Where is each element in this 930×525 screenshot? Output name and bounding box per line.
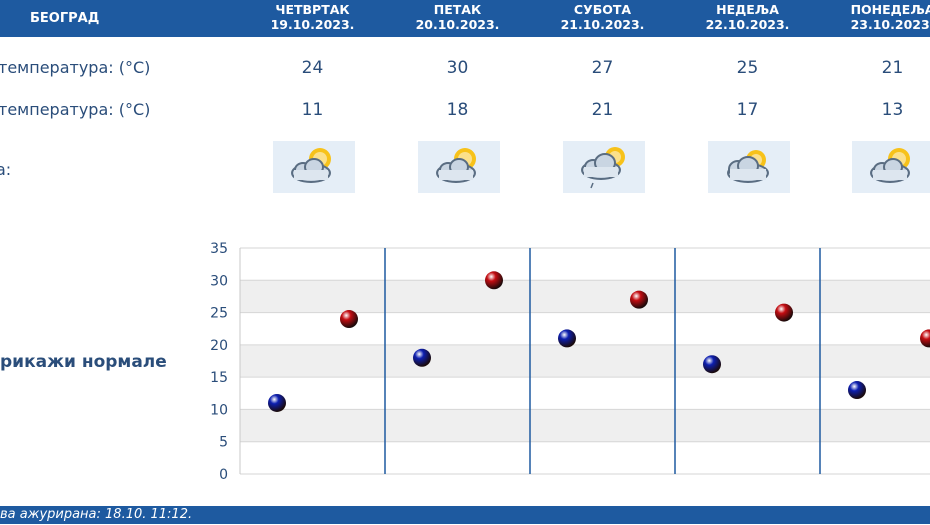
min-temp-point <box>558 329 576 348</box>
grid-band <box>240 344 930 378</box>
day-header-2: ПЕТАК 20.10.2023. <box>385 2 530 32</box>
last-updated-text: ва ажурирана: 18.10. 11:12. <box>0 507 193 522</box>
day-header-1: ЧЕТВРТАК 19.10.2023. <box>240 2 385 32</box>
y-tick-label: 10 <box>210 402 228 418</box>
temperature-chart: 0 5 10 15 20 25 30 35 <box>210 241 930 483</box>
min-temp-value: 17 <box>736 100 759 120</box>
min-temp-value: 21 <box>591 100 614 120</box>
show-normals-link[interactable]: рикажи нормале <box>0 352 167 372</box>
forecast-header: БЕОГРАД ЧЕТВРТАК 19.10.2023. ПЕТАК 20.10… <box>0 0 930 37</box>
day-date: 22.10.2023. <box>705 17 790 32</box>
day-name: ПОНЕДЕЉА <box>850 2 930 17</box>
day-date: 23.10.2023. <box>850 17 930 32</box>
day-name: НЕДЕЉА <box>716 2 779 17</box>
day-header-4: НЕДЕЉА 22.10.2023. <box>675 2 820 32</box>
partly-cloudy-sun-icon <box>418 141 500 193</box>
min-temp-point <box>268 393 286 412</box>
y-tick-label: 20 <box>210 338 228 354</box>
weather-label: а: <box>0 160 12 179</box>
city-name: БЕОГРАД <box>30 11 100 26</box>
day-name: СУБОТА <box>573 2 632 17</box>
day-name: ПЕТАК <box>433 2 482 17</box>
y-tick-label: 0 <box>219 467 228 483</box>
min-temp-value: 13 <box>881 100 904 120</box>
day-header-5: ПОНЕДЕЉА 23.10.2023. <box>820 2 930 32</box>
max-temp-label: температура: (°C) <box>0 58 151 77</box>
max-temp-value: 21 <box>881 58 904 78</box>
day-header-3: СУБОТА 21.10.2023. <box>530 2 675 32</box>
day-date: 19.10.2023. <box>270 17 355 32</box>
max-temp-point <box>340 310 358 329</box>
max-temp-point <box>775 303 793 322</box>
max-temp-value: 27 <box>591 58 614 78</box>
y-tick-label: 25 <box>210 306 228 322</box>
min-temp-point <box>413 348 431 367</box>
min-temp-point <box>848 381 866 400</box>
y-tick-label: 5 <box>219 435 228 451</box>
max-temp-point <box>630 290 648 309</box>
min-temp-value: 18 <box>446 100 469 120</box>
y-tick-label: 35 <box>210 241 228 257</box>
max-temp-value: 24 <box>301 58 324 78</box>
cloudy-sun-icon <box>708 141 790 193</box>
max-temp-value: 25 <box>736 58 759 78</box>
day-date: 20.10.2023. <box>415 17 500 32</box>
min-temp-label: температура: (°C) <box>0 100 151 119</box>
y-tick-label: 15 <box>210 370 228 386</box>
min-temp-value: 11 <box>301 100 324 120</box>
partly-cloudy-sun-icon <box>273 141 355 193</box>
y-tick-label: 30 <box>210 273 228 289</box>
grid-band <box>240 409 930 442</box>
max-temp-point <box>920 329 930 348</box>
day-date: 21.10.2023. <box>560 17 645 32</box>
day-name: ЧЕТВРТАК <box>275 2 350 17</box>
max-temp-value: 30 <box>446 58 469 78</box>
min-temp-point <box>703 355 721 374</box>
grid-band <box>240 280 930 313</box>
partly-cloudy-sun-drizzle-icon <box>563 141 645 193</box>
partly-cloudy-sun-icon <box>852 141 930 193</box>
max-temp-point <box>485 271 503 290</box>
footer-bar: ва ажурирана: 18.10. 11:12. <box>0 506 930 524</box>
